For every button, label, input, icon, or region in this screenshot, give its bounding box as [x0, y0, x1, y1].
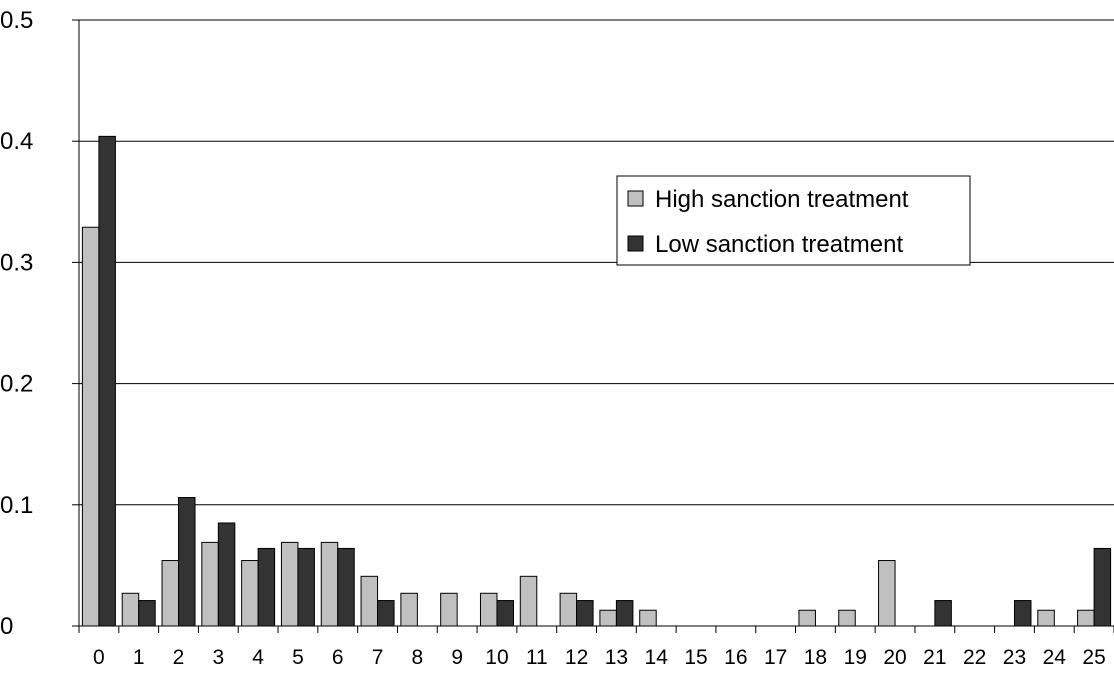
bar-high-sanction-11: [519, 575, 538, 627]
x-tick-label: 22: [963, 646, 986, 669]
x-tick-label: 6: [332, 646, 344, 669]
x-tick-label: 18: [804, 646, 827, 669]
y-tick-label: 0.5: [0, 7, 33, 34]
x-tick-label: 23: [1003, 646, 1026, 669]
legend-label-high-sanction: High sanction treatment: [655, 186, 909, 213]
bar-high-sanction-18: [798, 609, 816, 627]
bar-low-sanction-21: [934, 600, 952, 627]
bar-high-sanction-1: [121, 592, 140, 627]
x-tick-label: 13: [605, 646, 628, 669]
bar-high-sanction-6: [320, 541, 339, 627]
bar-high-sanction-5: [280, 541, 299, 627]
legend-swatch-high-sanction: [627, 190, 644, 207]
x-tick-label: 11: [526, 646, 548, 669]
legend-box: [616, 175, 971, 266]
bar-low-sanction-7: [377, 600, 395, 627]
legend-label-low-sanction: Low sanction treatment: [655, 231, 903, 258]
bar-low-sanction-13: [615, 600, 634, 627]
bar-high-sanction-20: [878, 560, 896, 627]
x-tick-label: 8: [412, 646, 424, 669]
gridlines: [79, 19, 1114, 506]
x-tick-labels: 0 1 2 3 4 5 6 7 8 9 10 11 12 13 14 15 16 17 18 19 20 21 22 23 24…: [93, 646, 1106, 669]
x-tick-label: 3: [212, 646, 224, 669]
x-tick-label: 20: [883, 646, 906, 669]
bar-high-sanction-10: [479, 592, 498, 627]
bar-high-sanction-25: [1077, 609, 1095, 627]
legend: High sanction treatment Low sanction tre…: [616, 175, 971, 266]
y-tick-label: 0.4: [0, 128, 33, 155]
x-tick-label: 24: [1043, 646, 1067, 669]
bar-low-sanction-0: [98, 135, 116, 627]
y-tick-label: 0.3: [0, 249, 33, 276]
x-tick-label: 5: [292, 646, 304, 669]
x-tick-label: 14: [645, 646, 669, 669]
y-tick-label: 0.2: [0, 371, 33, 398]
bar-low-sanction-2: [178, 497, 196, 627]
bar-high-sanction-24: [1037, 609, 1055, 627]
x-tick-label: 0: [93, 646, 105, 669]
x-tick-label: 12: [565, 646, 588, 669]
x-tick-label: 17: [764, 646, 787, 669]
y-tick-label: 0: [0, 613, 13, 640]
bar-high-sanction-4: [241, 560, 259, 627]
bar-low-sanction-12: [576, 600, 594, 627]
bar-high-sanction-0: [81, 226, 100, 627]
bar-low-sanction-5: [297, 547, 315, 627]
bar-low-sanction-1: [138, 600, 156, 627]
y-tick-label: 0.1: [0, 492, 33, 519]
bar-high-sanction-2: [161, 560, 180, 627]
bar-high-sanction-3: [201, 541, 219, 627]
x-tick-label: 10: [485, 646, 508, 669]
x-tick-label: 16: [724, 646, 747, 669]
x-tick-label: 25: [1082, 646, 1105, 669]
bar-high-sanction-13: [599, 609, 617, 627]
bar-high-sanction-7: [360, 575, 379, 627]
y-tick-labels: 0 0.1 0.2 0.3 0.4 0.5: [0, 7, 33, 640]
bar-low-sanction-23: [1013, 600, 1032, 627]
legend-swatch-low-sanction: [627, 235, 644, 252]
bar-low-sanction-4: [257, 547, 276, 627]
x-tick-label: 1: [133, 646, 145, 669]
x-tick-label: 2: [173, 646, 185, 669]
bar-high-sanction-8: [400, 592, 418, 627]
bar-high-sanction-19: [838, 609, 856, 627]
bar-low-sanction-25: [1093, 547, 1112, 627]
axes: [72, 19, 1114, 633]
x-tick-label: 7: [372, 646, 384, 669]
x-tick-label: 19: [844, 646, 867, 669]
bar-high-sanction-12: [559, 592, 578, 627]
x-tick-label: 9: [451, 646, 463, 669]
bar-low-sanction-6: [337, 547, 355, 627]
x-tick-label: 15: [684, 646, 707, 669]
bar-high-sanction-9: [440, 592, 458, 627]
x-tick-label: 4: [252, 646, 264, 669]
bar-low-sanction-3: [217, 522, 236, 627]
bar-high-sanction-14: [639, 609, 657, 627]
bar-low-sanction-10: [496, 600, 514, 627]
x-tick-label: 21: [923, 646, 946, 669]
